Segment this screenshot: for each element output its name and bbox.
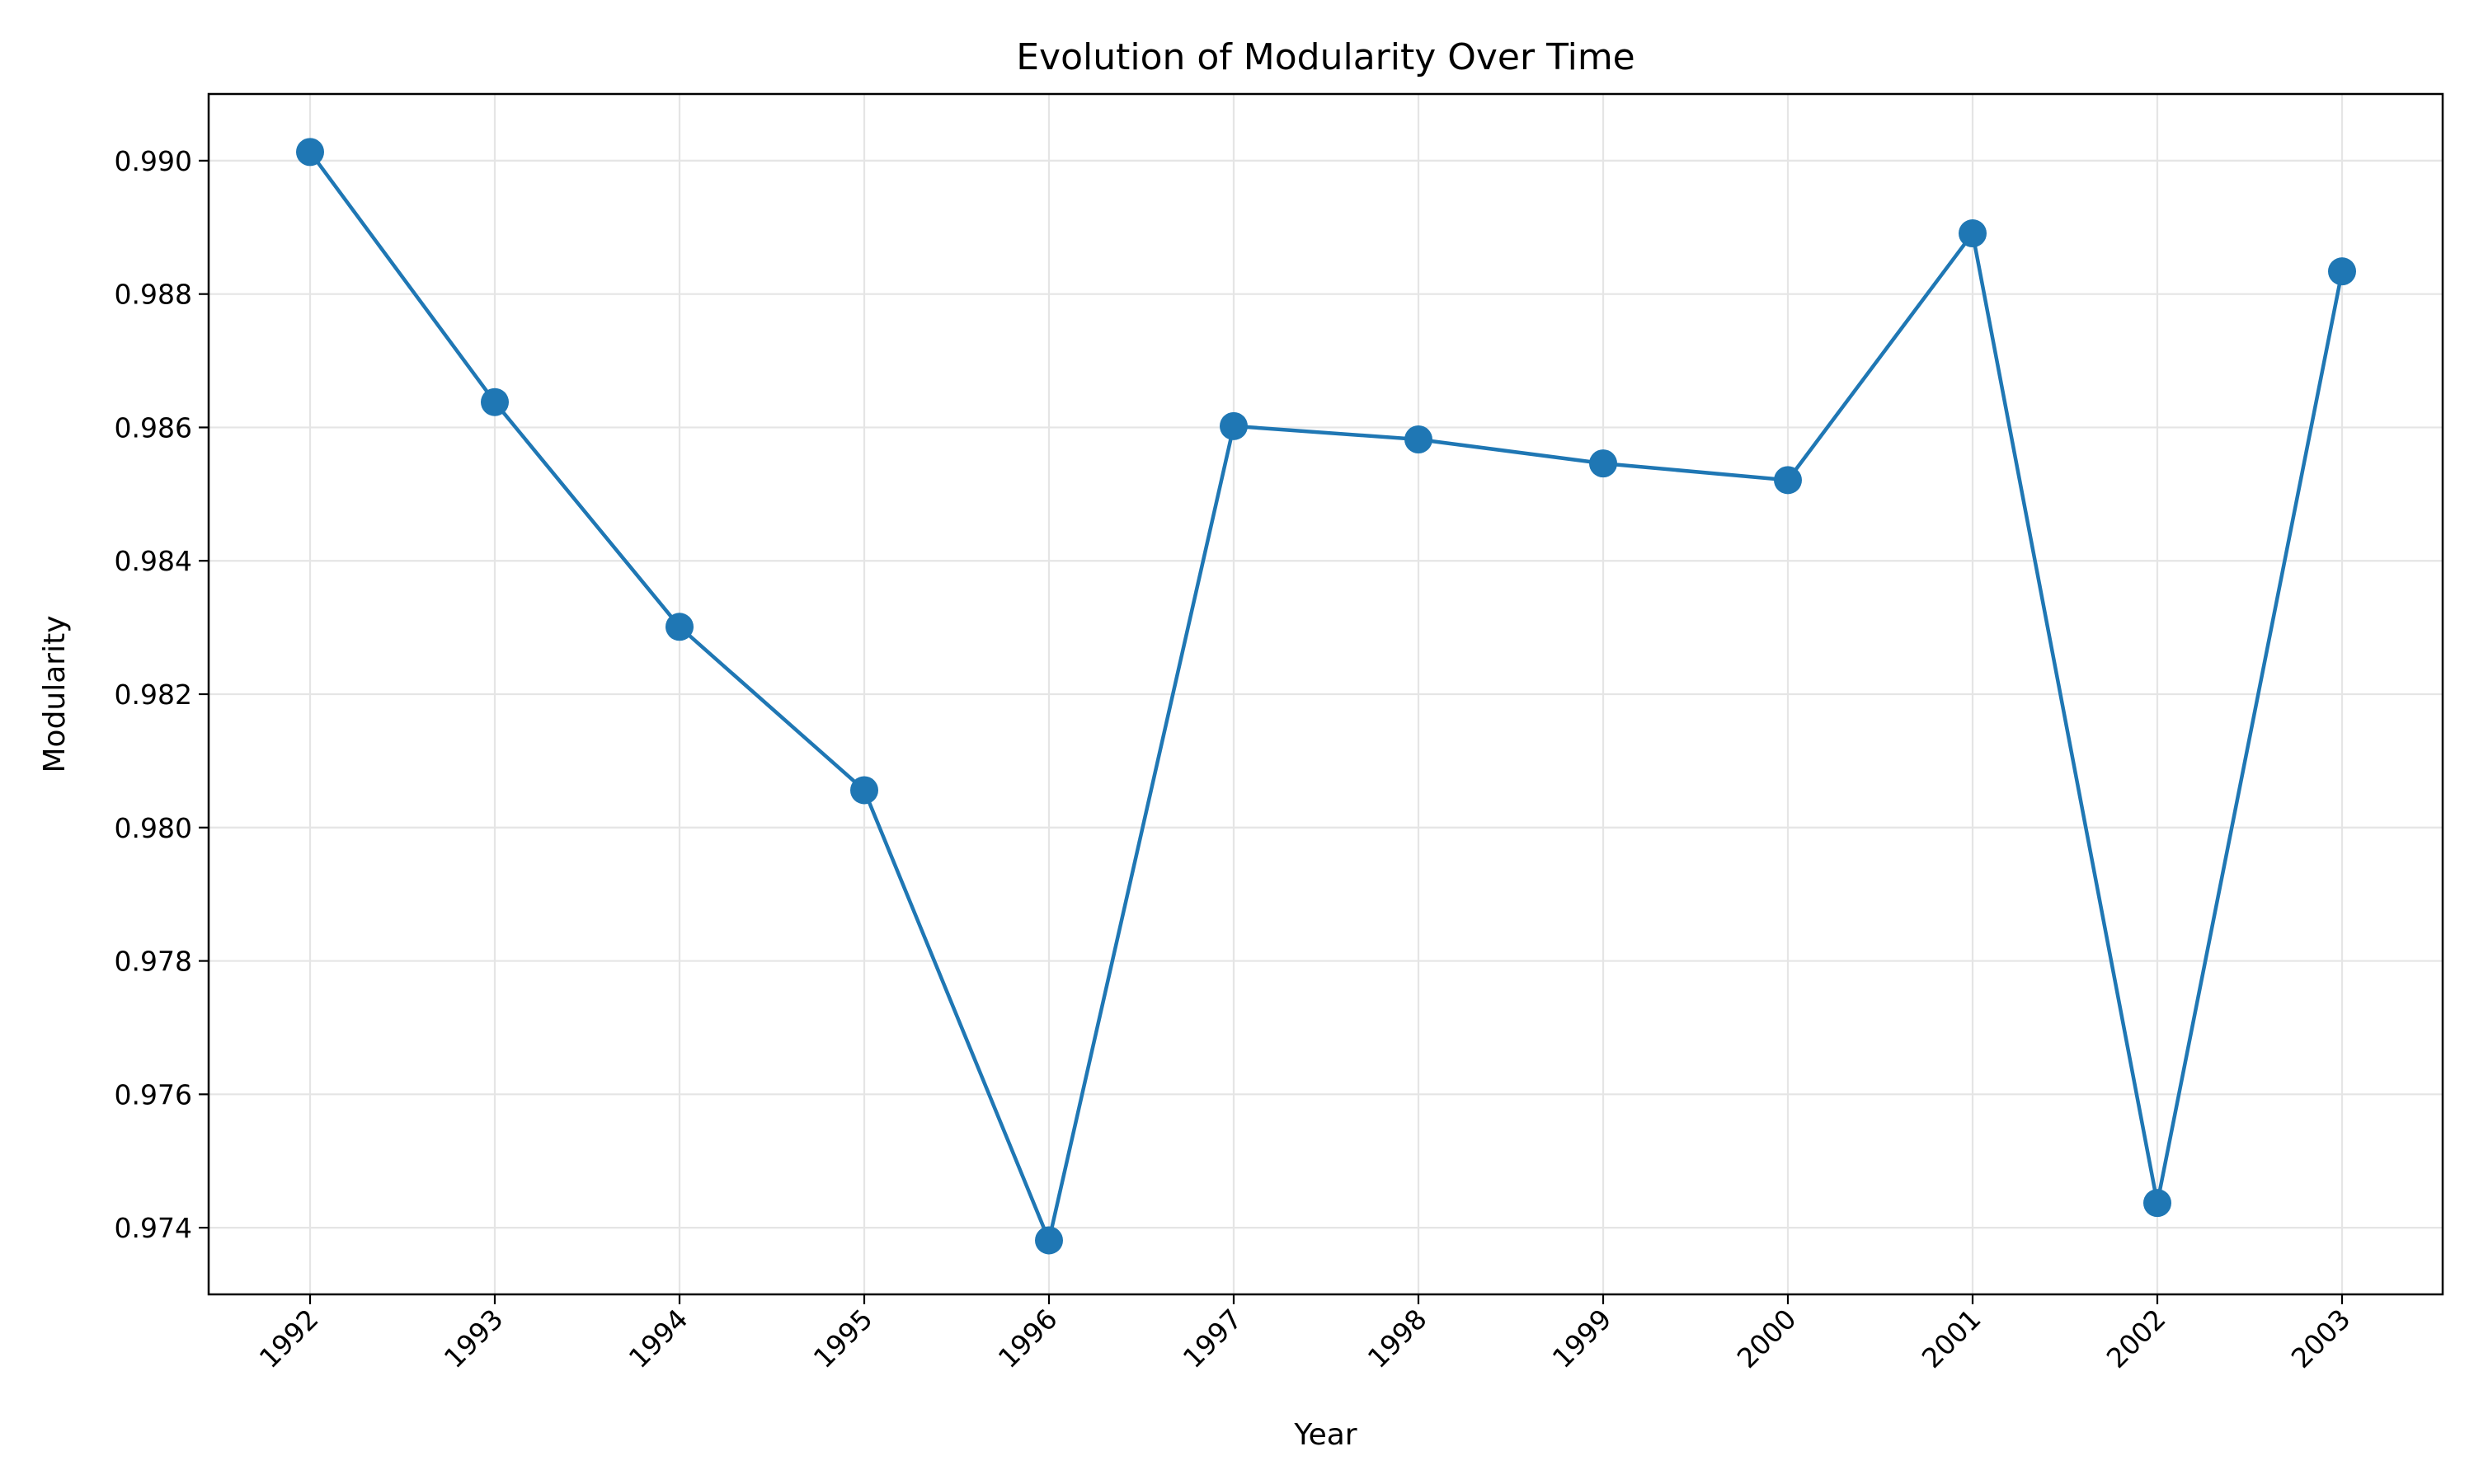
- x-tick-label: 2000: [1731, 1303, 1803, 1374]
- y-tick-label: 0.978: [115, 946, 192, 978]
- x-tick-label: 1999: [1546, 1303, 1618, 1374]
- grid-layer: [209, 94, 2443, 1294]
- data-point-2003: [2328, 257, 2356, 286]
- data-point-2002: [2143, 1189, 2171, 1218]
- y-tick-label: 0.980: [115, 812, 192, 844]
- x-tick-label: 1994: [623, 1303, 694, 1374]
- x-tick-label: 1996: [992, 1303, 1064, 1374]
- x-tick-label: 2003: [2285, 1303, 2357, 1374]
- x-tick-label: 1998: [1362, 1303, 1433, 1374]
- x-tick-label: 1995: [807, 1303, 879, 1374]
- x-axis-title: Year: [1293, 1418, 1357, 1452]
- data-point-1995: [850, 776, 878, 805]
- x-tick-label: 1993: [438, 1303, 510, 1374]
- y-tick-label: 0.990: [115, 145, 192, 177]
- chart-title: Evolution of Modularity Over Time: [1016, 36, 1635, 78]
- data-point-1999: [1589, 449, 1617, 478]
- x-tick-label: 2002: [2100, 1303, 2172, 1374]
- y-tick-label: 0.982: [115, 679, 192, 711]
- y-axis-title: Modularity: [38, 615, 72, 773]
- ticks-layer: 0.974 0.976 0.978 0.980 0.982 0.984 0.986 0.988…: [115, 145, 2357, 1374]
- x-tick-label: 1992: [253, 1303, 325, 1374]
- series-layer: [296, 138, 2356, 1255]
- data-point-1998: [1404, 425, 1432, 454]
- y-tick-label: 0.974: [115, 1212, 192, 1244]
- data-point-2000: [1774, 466, 1802, 495]
- x-tick-label: 2001: [1916, 1303, 1987, 1374]
- y-tick-label: 0.988: [115, 279, 192, 311]
- data-point-1992: [296, 138, 324, 167]
- y-tick-label: 0.984: [115, 545, 192, 577]
- data-point-2001: [1959, 219, 1987, 248]
- series-line: [308, 150, 2345, 1242]
- data-point-1993: [481, 387, 509, 416]
- y-tick-label: 0.986: [115, 411, 192, 444]
- data-point-1997: [1220, 411, 1248, 440]
- y-tick-label: 0.976: [115, 1078, 192, 1111]
- data-point-1996: [1035, 1226, 1063, 1255]
- x-tick-label: 1997: [1177, 1303, 1249, 1374]
- data-point-1994: [666, 613, 694, 641]
